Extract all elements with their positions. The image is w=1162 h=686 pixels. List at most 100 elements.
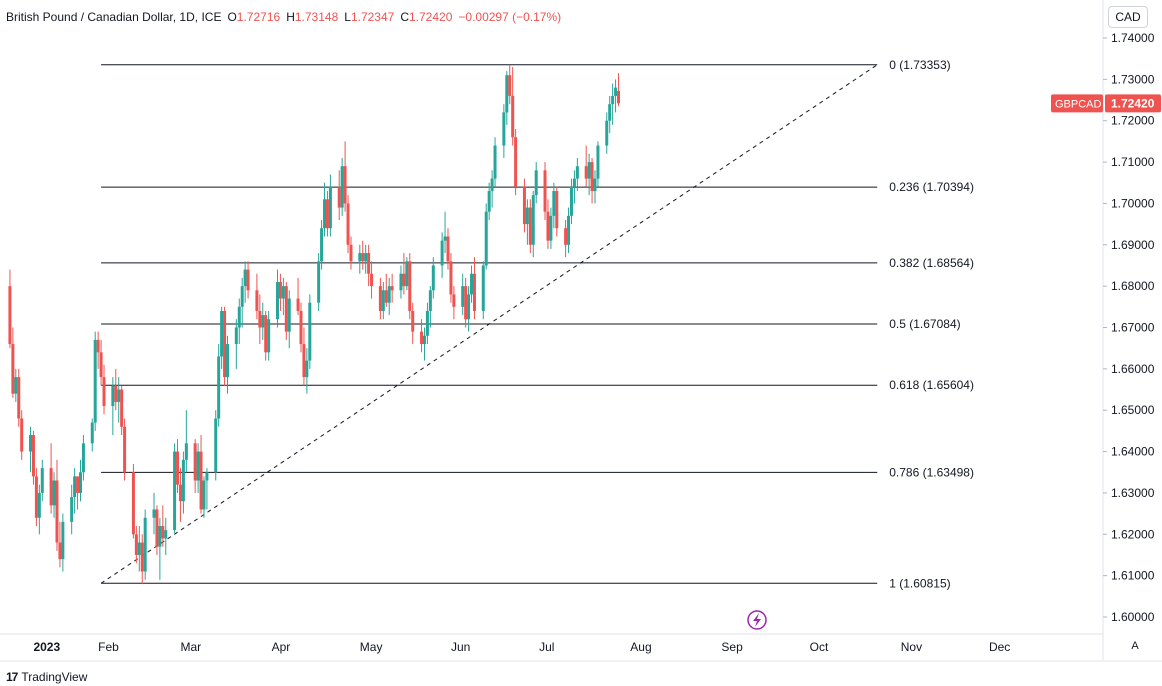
candle-body [267, 319, 271, 353]
candle [440, 232, 444, 278]
candle-body [220, 310, 224, 357]
candle [487, 182, 491, 220]
candle-body [196, 451, 200, 481]
time-tick-label: Jun [451, 640, 470, 654]
candle-body [199, 451, 203, 510]
candle [261, 302, 265, 340]
candle [420, 319, 424, 353]
candle [411, 302, 415, 345]
candle [428, 286, 432, 328]
candle-body [155, 509, 159, 547]
candle-body [178, 484, 182, 502]
fib-level-label: 0.236 (1.70394) [889, 180, 974, 194]
candle-body [564, 228, 568, 245]
candle-body [587, 162, 591, 179]
time-tick-label: Feb [98, 640, 119, 654]
candle [155, 505, 159, 555]
event-marker-icon[interactable] [747, 610, 767, 630]
time-tick-label: Mar [180, 640, 201, 654]
candle [70, 484, 74, 535]
candle-body [364, 253, 368, 262]
currency-button[interactable]: CAD [1108, 6, 1148, 28]
time-tick-label: 2023 [33, 640, 60, 654]
candle-body [349, 244, 353, 262]
candle [214, 410, 218, 481]
candle-body [120, 389, 124, 427]
candle-body [428, 290, 432, 311]
price-tick-label: 1.66000 [1111, 362, 1155, 376]
candle [152, 492, 156, 535]
fib-level-label: 0.382 (1.68564) [889, 256, 974, 270]
candle [323, 182, 327, 237]
price-tick-label: 1.60000 [1111, 610, 1155, 624]
candle [131, 463, 135, 539]
candle [511, 66, 515, 146]
candle [267, 310, 271, 361]
price-tick-label: 1.71000 [1111, 155, 1155, 169]
candle [99, 339, 103, 386]
candle [20, 410, 24, 460]
candle-body [264, 315, 268, 353]
candle-body [114, 385, 118, 402]
candle [220, 306, 224, 369]
candle [52, 472, 56, 518]
candle-body [514, 137, 518, 187]
candle-body [461, 286, 465, 307]
candle [502, 104, 506, 158]
candle-body [399, 273, 403, 291]
candle-body [590, 162, 594, 192]
candle [593, 170, 597, 204]
candle-body [493, 145, 497, 179]
candle [8, 269, 12, 349]
candle [605, 112, 609, 154]
candle-body [140, 542, 144, 572]
candle [387, 277, 391, 316]
candle-body [299, 310, 303, 345]
fib-level-label: 0 (1.73353) [889, 58, 950, 72]
symbol-name[interactable]: British Pound / Canadian Dollar, 1D, ICE [6, 10, 222, 24]
candle [161, 505, 165, 547]
tradingview-branding[interactable]: 17 TradingView [6, 670, 87, 684]
candle [528, 199, 532, 254]
price-tick-label: 1.61000 [1111, 569, 1155, 583]
candle [425, 302, 429, 345]
candle [608, 95, 612, 134]
candle-body [405, 261, 409, 287]
candle-body [387, 286, 391, 303]
candle [81, 435, 85, 481]
candle [55, 459, 59, 551]
candle-body [408, 261, 412, 311]
candle [596, 141, 600, 187]
candle-body [567, 215, 571, 245]
candle [572, 170, 576, 204]
candle [422, 327, 426, 361]
candle-body [243, 269, 247, 287]
candle-body [158, 526, 162, 547]
candle [587, 153, 591, 196]
open-label: O [227, 10, 237, 24]
candle [493, 137, 497, 187]
candle-body [381, 290, 385, 311]
price-tick-label: 1.73000 [1111, 72, 1155, 86]
candle [184, 410, 188, 473]
candle-body [40, 468, 44, 493]
candle-body [52, 480, 56, 506]
candle [522, 178, 526, 233]
candle-body [422, 335, 426, 345]
candle [569, 178, 573, 225]
candle [264, 310, 268, 361]
candle [399, 265, 403, 299]
price-tick-label: 1.67000 [1111, 321, 1155, 335]
candle-body [37, 492, 41, 518]
candle [96, 331, 100, 369]
price-tick-label: 1.62000 [1111, 527, 1155, 541]
candle-body [281, 286, 285, 299]
auto-scale-button[interactable]: A [1131, 640, 1139, 652]
candle [178, 468, 182, 522]
candle-body [481, 265, 485, 311]
candle-body [181, 459, 185, 502]
candle [361, 240, 365, 270]
candle-body [55, 480, 59, 543]
candle-body [508, 75, 512, 96]
